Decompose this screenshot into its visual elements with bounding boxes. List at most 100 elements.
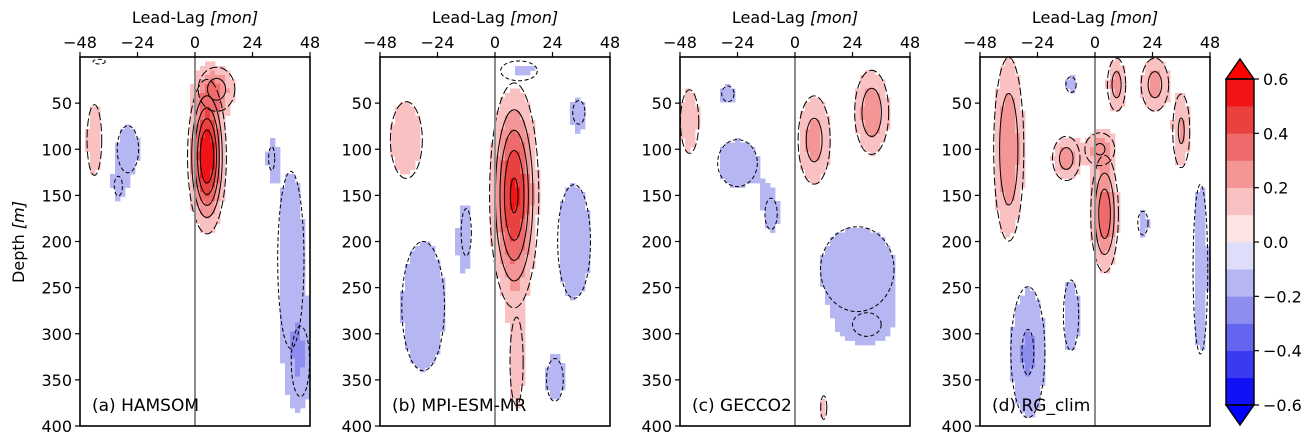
field-cell (1015, 381, 1021, 386)
field-cell (520, 223, 526, 229)
field-cell (500, 277, 506, 283)
field-cell (1075, 156, 1081, 161)
field-cell (525, 129, 531, 134)
field-cell (515, 385, 521, 391)
field-cell (1180, 97, 1186, 103)
field-cell (90, 124, 96, 130)
field-cell (1155, 93, 1161, 98)
field-cell (280, 205, 286, 211)
field-cell (395, 115, 401, 121)
field-cell (1195, 223, 1201, 229)
field-cell (415, 331, 421, 337)
field-cell (220, 174, 226, 179)
field-cell (545, 385, 551, 391)
field-cell (520, 93, 526, 98)
contour-line (460, 208, 472, 257)
field-cell (290, 232, 296, 238)
field-cell (490, 223, 496, 229)
field-cell (1010, 165, 1016, 170)
field-cell (880, 111, 886, 116)
field-cell (530, 142, 536, 148)
field-cell (685, 120, 691, 125)
field-cell (1025, 381, 1031, 386)
field-cell (410, 268, 416, 274)
field-cell (1150, 79, 1156, 85)
field-cell (530, 147, 536, 152)
field-cell (1030, 340, 1036, 346)
field-cell (730, 160, 736, 166)
field-cell (210, 93, 216, 98)
field-cell (1180, 160, 1186, 166)
field-cell (510, 183, 516, 188)
field-cell (1030, 309, 1036, 314)
field-cell (1000, 75, 1006, 80)
field-cell (530, 259, 536, 265)
field-cell (815, 147, 821, 152)
field-cell (205, 120, 211, 125)
field-cell (1105, 264, 1111, 269)
contour-line (196, 118, 217, 195)
field-cell (1100, 259, 1106, 265)
y-tick-label: 250 (641, 279, 672, 298)
field-cell (415, 322, 421, 328)
field-cell (1115, 219, 1121, 224)
field-cell (730, 88, 736, 94)
field-cell (280, 196, 286, 202)
field-cell (560, 363, 566, 368)
field-cell (1160, 97, 1166, 103)
field-cell (95, 138, 101, 143)
field-cell (880, 327, 886, 332)
field-cell (1010, 340, 1016, 346)
field-cell (1025, 336, 1031, 341)
field-cell (410, 358, 416, 364)
field-cell (510, 286, 516, 292)
field-cell (400, 124, 406, 130)
field-cell (430, 259, 436, 265)
field-cell (195, 88, 201, 94)
field-cell (1150, 88, 1156, 94)
field-cell (880, 286, 886, 292)
field-cell (500, 246, 506, 251)
field-cell (495, 264, 501, 269)
field-cell (1030, 318, 1036, 323)
field-cell (1090, 214, 1096, 220)
field-cell (1085, 147, 1091, 152)
field-cell (505, 201, 511, 206)
field-cell (1195, 273, 1201, 278)
field-cell (525, 183, 531, 188)
field-cell (870, 120, 876, 125)
field-cell (410, 147, 416, 152)
field-cell (820, 124, 826, 130)
field-cell (1020, 408, 1026, 413)
field-cell (880, 84, 886, 89)
field-cell (515, 286, 521, 292)
field-cell (425, 291, 431, 296)
x-axis-title-unit: [mon] (510, 8, 558, 27)
field-cell (120, 174, 126, 179)
field-cell (810, 106, 816, 112)
field-cell (415, 286, 421, 292)
contour-line (503, 149, 525, 241)
field-cell (565, 210, 571, 215)
field-cell (120, 187, 126, 193)
field-cell (1180, 129, 1186, 134)
contour-line (509, 177, 519, 214)
field-cell (565, 273, 571, 278)
field-cell (500, 228, 506, 233)
field-cell (565, 291, 571, 296)
field-cell (1175, 138, 1181, 143)
field-cell (505, 264, 511, 269)
field-cell (770, 228, 776, 233)
field-cell (1090, 142, 1096, 148)
field-cell (1070, 174, 1076, 179)
field-cell (560, 228, 566, 233)
field-cell (730, 147, 736, 152)
field-cell (1030, 408, 1036, 413)
field-cell (860, 138, 866, 143)
field-cell (880, 97, 886, 103)
field-cell (585, 241, 591, 247)
field-cell (680, 124, 686, 130)
field-cell (420, 345, 426, 350)
field-cell (275, 151, 281, 157)
field-cell (860, 237, 866, 242)
